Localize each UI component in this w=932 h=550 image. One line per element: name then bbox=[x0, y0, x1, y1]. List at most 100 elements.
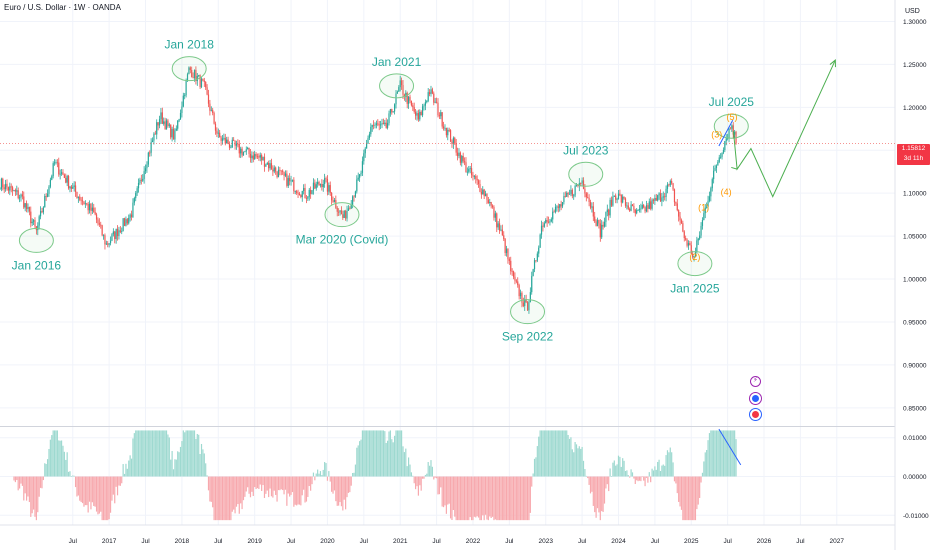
oscillator-bar bbox=[102, 476, 105, 521]
oscillator-bar bbox=[245, 476, 247, 492]
oscillator-bar bbox=[515, 476, 517, 521]
candle-body bbox=[561, 202, 564, 207]
oscillator-bar bbox=[72, 475, 74, 477]
oscillator-bar bbox=[298, 476, 301, 505]
oscillator-bar bbox=[603, 476, 606, 504]
candle-body bbox=[343, 210, 345, 218]
candle-body bbox=[2, 178, 4, 188]
candle-body bbox=[146, 164, 148, 169]
candle-body bbox=[394, 104, 396, 112]
oscillator-bar bbox=[234, 476, 236, 514]
candle-body bbox=[645, 205, 648, 212]
candle-body bbox=[647, 205, 649, 209]
candle-body bbox=[374, 124, 376, 126]
x-tick-label: 2017 bbox=[102, 538, 117, 545]
candle-body bbox=[156, 122, 158, 135]
oscillator-bar bbox=[238, 476, 240, 514]
annotation-label: Jan 2021 bbox=[372, 55, 422, 69]
candle-body bbox=[664, 196, 666, 198]
oscillator-bar bbox=[312, 472, 315, 477]
candle-body bbox=[676, 203, 678, 211]
oscillator-bar bbox=[147, 430, 149, 477]
oscillator-bar bbox=[461, 476, 463, 521]
annotations: Jan 2016 Jan 2018 Mar 2020 (Covid) Jan 2021… bbox=[0, 38, 895, 344]
candle-body bbox=[42, 207, 44, 213]
candle-body bbox=[410, 100, 412, 106]
lightning-icon[interactable]: ⚡ bbox=[750, 376, 761, 387]
oscillator-bar bbox=[532, 473, 534, 477]
oscillator-bar bbox=[262, 476, 264, 486]
candle-body bbox=[67, 176, 70, 189]
oscillator-bar bbox=[55, 430, 57, 477]
y-tick-label: 0.90000 bbox=[903, 362, 927, 369]
candle-body bbox=[231, 139, 233, 148]
oscillator-bar bbox=[430, 460, 432, 477]
candle-body bbox=[107, 243, 109, 245]
candle-body bbox=[510, 260, 512, 272]
oscillator-bar bbox=[165, 430, 168, 477]
oscillator-bar bbox=[172, 469, 175, 477]
candle-body bbox=[465, 162, 467, 173]
candle-body bbox=[287, 178, 289, 186]
candle-body bbox=[634, 209, 636, 214]
candle-body bbox=[336, 207, 338, 212]
oscillator-bar bbox=[319, 471, 322, 477]
oscillator-bar bbox=[624, 471, 627, 477]
wave-label: (2) bbox=[689, 252, 700, 262]
oscillator-bar bbox=[177, 451, 179, 477]
oscillator-bar bbox=[202, 449, 204, 477]
oscillator-bar bbox=[451, 476, 453, 520]
annotation-ellipse bbox=[171, 56, 207, 82]
oscillator-bar bbox=[156, 430, 158, 477]
oscillator-bar bbox=[59, 440, 61, 477]
candle-body bbox=[420, 111, 422, 116]
oscillator-bar bbox=[181, 441, 183, 477]
oscillator-bar bbox=[384, 431, 386, 477]
candle-body bbox=[654, 197, 656, 201]
candle-body bbox=[462, 155, 464, 162]
last-price-value: 1.15812 bbox=[901, 145, 926, 152]
oscillator-bar bbox=[79, 476, 81, 501]
candle-body bbox=[526, 302, 529, 311]
oscillator-bar bbox=[21, 476, 23, 486]
candle-body bbox=[687, 243, 690, 246]
candle-body bbox=[304, 187, 306, 199]
candle-body bbox=[237, 143, 239, 145]
blue-dot-icon[interactable] bbox=[750, 393, 761, 404]
oscillator-bar bbox=[734, 430, 736, 477]
oscillator-bar bbox=[49, 439, 51, 477]
oscillator-bar bbox=[497, 476, 499, 521]
candle-body bbox=[345, 210, 347, 219]
oscillator-bar bbox=[524, 476, 526, 521]
oscillator-bar bbox=[417, 476, 419, 496]
us-flag-icon[interactable] bbox=[750, 409, 761, 420]
price-trendline bbox=[718, 119, 734, 147]
candle-body bbox=[25, 203, 28, 210]
candle-body bbox=[626, 205, 628, 207]
oscillator-bar bbox=[475, 476, 477, 518]
oscillator-bar bbox=[455, 476, 457, 521]
oscillator-bar bbox=[435, 476, 438, 479]
candle-body bbox=[310, 189, 312, 194]
candle-body bbox=[734, 131, 736, 135]
oscillator-bar bbox=[333, 476, 336, 491]
oscillator-histogram bbox=[13, 428, 742, 521]
candle-body bbox=[221, 138, 224, 141]
candle-body bbox=[389, 109, 392, 114]
oscillator-bar bbox=[220, 476, 222, 521]
oscillator-bar bbox=[356, 447, 358, 477]
oscillator-bar bbox=[556, 430, 558, 477]
candle-body bbox=[7, 187, 9, 191]
oscillator-bar bbox=[567, 434, 569, 477]
candle-body bbox=[340, 210, 343, 215]
oscillator-bar bbox=[100, 476, 102, 512]
candle-body bbox=[105, 243, 107, 245]
candle-body bbox=[27, 206, 29, 210]
oscillator-bar bbox=[130, 458, 133, 477]
oscillator-bar bbox=[421, 476, 424, 479]
candle-body bbox=[573, 195, 575, 197]
oscillator-bar bbox=[423, 476, 425, 479]
oscillator-bar bbox=[542, 430, 544, 477]
annotation-ellipse bbox=[568, 161, 604, 187]
